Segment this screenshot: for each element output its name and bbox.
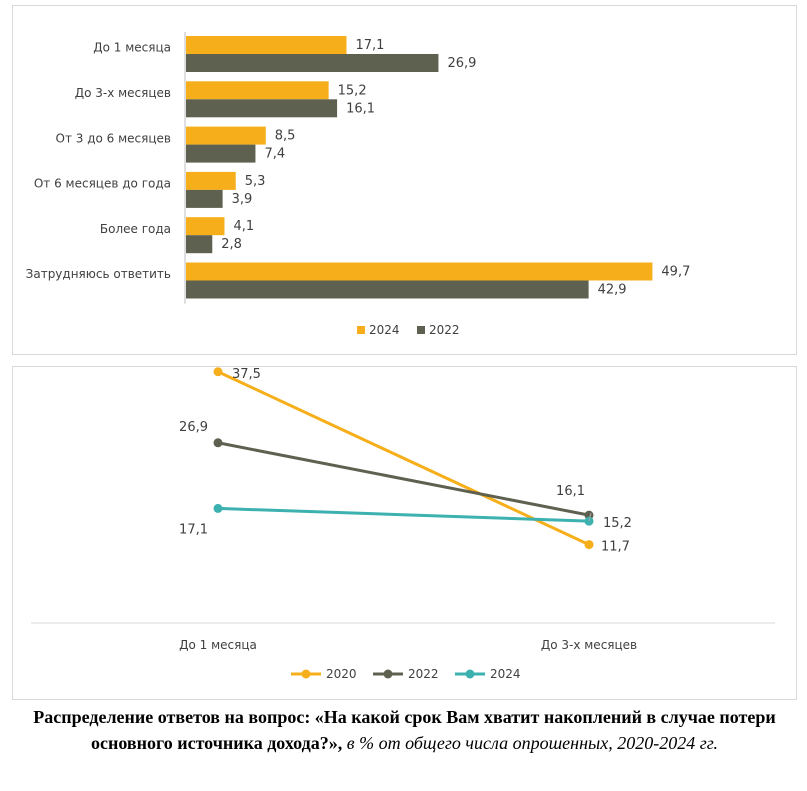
legend-label-2022: 2022 (429, 323, 460, 337)
bar-2024 (186, 262, 653, 281)
x-tick-label: До 1 месяца (179, 638, 257, 652)
point-2024 (213, 503, 223, 513)
legend-marker-2022 (383, 669, 393, 679)
legend-label-2022: 2022 (408, 667, 439, 681)
series-line-2020 (217, 370, 590, 546)
bar-2022 (186, 235, 213, 254)
data-label-2022: 3,9 (232, 192, 253, 207)
bar-2024 (186, 171, 236, 190)
bar-2022 (186, 189, 223, 208)
legend-label-2024: 2024 (490, 667, 521, 681)
legend-label-2020: 2020 (326, 667, 357, 681)
point-2022 (213, 438, 223, 448)
category-label: Затрудняюсь ответить (26, 267, 171, 281)
legend-marker-2024 (465, 669, 475, 679)
label-leader-line (588, 512, 592, 522)
data-label-2024: 15,2 (603, 516, 632, 531)
data-label-2024: 8,5 (275, 129, 296, 144)
data-label-2024: 5,3 (245, 174, 266, 189)
legend-label-2024: 2024 (369, 323, 400, 337)
bar-2024 (186, 81, 329, 100)
x-tick-label: До 3-х месяцев (541, 638, 637, 652)
data-label-2024: 17,1 (355, 38, 384, 53)
series-line-2024 (217, 506, 590, 523)
bar-2022 (186, 280, 589, 299)
data-label-2022: 16,1 (346, 101, 375, 116)
line-chart: До 1 месяца До 3-х месяцев 37,5 11,7 26,9 16,… (31, 367, 775, 681)
bar-2022 (186, 144, 256, 163)
point-2024 (584, 516, 594, 526)
bar-2022 (186, 99, 338, 118)
legend-swatch-2024 (357, 326, 365, 334)
data-label-2022: 2,8 (221, 237, 242, 252)
point-2020 (584, 540, 594, 550)
bar-2024 (186, 36, 347, 54)
bar-2024 (186, 217, 225, 236)
data-label-2022: 16,1 (556, 484, 585, 499)
bar-2024 (186, 126, 266, 145)
bar-chart: До 1 месяца 17,1 26,9 До 3-х месяцев 15,2 16,… (26, 32, 690, 337)
data-label-2022: 42,9 (598, 283, 627, 298)
figure-caption: Распределение ответов на вопрос: «На как… (12, 704, 797, 756)
caption-bold-text: Распределение ответов на вопрос: «На как… (33, 707, 776, 753)
line-chart-panel: До 1 месяца До 3-х месяцев 37,5 11,7 26,9 16,… (12, 366, 797, 700)
category-label: От 6 месяцев до года (34, 177, 171, 191)
legend-swatch-2022 (417, 326, 425, 334)
data-label-2020: 11,7 (601, 540, 630, 555)
data-label-2022: 26,9 (179, 420, 208, 435)
bar-2022 (186, 54, 439, 72)
legend-marker-2020 (301, 669, 311, 679)
caption-italic-text: в % от общего числа опрошенных, 2020-202… (342, 733, 718, 753)
data-label-2020: 37,5 (232, 367, 261, 382)
category-label: До 1 месяца (93, 41, 171, 55)
category-label: До 3-х месяцев (75, 86, 171, 100)
data-label-2024: 49,7 (661, 265, 690, 280)
data-label-2022: 26,9 (447, 56, 476, 71)
category-label: Более года (100, 222, 171, 236)
data-label-2024: 15,2 (338, 83, 367, 98)
line-legend: 2020 2022 2024 (291, 667, 521, 681)
series-line-2022 (217, 441, 590, 517)
point-2020 (213, 367, 223, 377)
category-label: От 3 до 6 месяцев (56, 131, 171, 145)
bar-chart-panel: До 1 месяца 17,1 26,9 До 3-х месяцев 15,2 16,… (12, 5, 797, 355)
data-label-2024: 17,1 (179, 522, 208, 537)
data-label-2022: 7,4 (264, 147, 285, 162)
bar-legend: 2024 2022 (357, 323, 460, 337)
data-label-2024: 4,1 (233, 219, 254, 234)
